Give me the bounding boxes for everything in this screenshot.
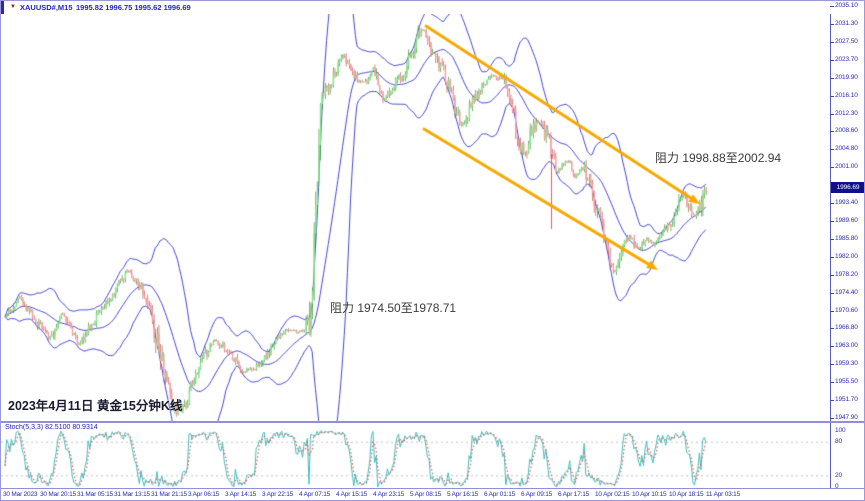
time-axis-label: 30 Mar 20:15 <box>40 491 76 498</box>
price-axis-label: 2008.60 <box>835 127 858 135</box>
time-axis-label: 11 Apr 03:15 <box>706 491 740 498</box>
time-axis-label: 3 Apr 06:15 <box>188 491 220 498</box>
price-axis-tick <box>830 23 834 25</box>
price-axis-label: 1982.00 <box>835 252 858 260</box>
price-axis-label: 1970.60 <box>835 306 858 314</box>
price-axis-tick <box>830 95 834 97</box>
price-axis-label: 1985.80 <box>835 234 858 242</box>
symbol-dropdown-icon[interactable]: ▼ <box>10 4 16 10</box>
price-axis-tick <box>830 131 834 133</box>
price-axis-label: 2001.00 <box>835 162 858 170</box>
resistance-annotation-lower: 阻力 1974.50至1978.71 <box>330 301 457 315</box>
price-axis-label: 2031.30 <box>835 19 858 27</box>
price-axis-label: 2023.70 <box>835 55 858 63</box>
stoch-axis-label: 20 <box>835 471 843 479</box>
main-chart-canvas[interactable] <box>1 14 830 421</box>
time-axis-label: 5 Apr 16:15 <box>447 491 479 498</box>
time-axis-label: 3 Apr 22:15 <box>262 491 294 498</box>
price-axis-tick <box>830 238 834 240</box>
time-axis-label: 31 Mar 13:15 <box>114 491 150 498</box>
price-axis-label: 1978.20 <box>835 270 858 278</box>
price-axis-tick <box>830 399 834 401</box>
price-axis-tick <box>830 59 834 61</box>
pane-separator[interactable] <box>1 421 864 423</box>
time-axis-label: 6 Apr 09:15 <box>521 491 553 498</box>
current-price-tag: 1996.69 <box>831 182 864 193</box>
price-axis-tick <box>830 328 834 330</box>
price-axis-label: 1974.40 <box>835 288 858 296</box>
date-annotation: 2023年4月11日 黄金15分钟K线 <box>8 399 183 413</box>
price-axis-label: 1989.60 <box>835 216 858 224</box>
time-axis-separator <box>1 488 864 489</box>
time-axis-label: 6 Apr 17:15 <box>558 491 590 498</box>
chart-title-ohlc: 1995.82 1996.75 1995.62 1996.69 <box>76 3 191 12</box>
price-axis-label: 2019.90 <box>835 73 858 81</box>
price-axis-tick <box>830 202 834 204</box>
time-axis[interactable]: 30 Mar 2023 30 Mar 20:15 31 Mar 05:15 31 Ma… <box>1 489 864 500</box>
time-axis-label: 31 Mar 21:15 <box>151 491 187 498</box>
price-axis-label: 2035.10 <box>835 1 858 9</box>
price-axis-tick <box>830 292 834 294</box>
price-axis-label: 1959.30 <box>835 359 858 367</box>
price-axis-label: 1963.00 <box>835 342 858 350</box>
price-axis-label: 2012.30 <box>835 109 858 117</box>
time-axis-label: 4 Apr 15:15 <box>336 491 368 498</box>
price-axis-label: 1951.70 <box>835 395 858 403</box>
price-axis-label: 1993.40 <box>835 198 858 206</box>
chart-title-symbol: XAUUSD#,M15 <box>20 3 73 12</box>
chart-title-bar: ▼ XAUUSD#,M15 1995.82 1996.75 1995.62 19… <box>1 1 864 14</box>
time-axis-label: 3 Apr 14:15 <box>225 491 257 498</box>
time-axis-label: 10 Apr 10:15 <box>632 491 667 498</box>
price-axis-tick <box>830 256 834 258</box>
price-axis-tick <box>830 149 834 151</box>
time-axis-label: 4 Apr 23:15 <box>373 491 405 498</box>
price-axis-tick <box>830 113 834 115</box>
time-axis-label: 5 Apr 08:15 <box>410 491 442 498</box>
time-axis-label: 4 Apr 07:15 <box>299 491 331 498</box>
time-axis-label: 10 Apr 18:15 <box>669 491 704 498</box>
stoch-axis-label: 100 <box>835 427 846 434</box>
price-axis-label: 2004.80 <box>835 145 858 153</box>
time-axis-label: 10 Apr 02:15 <box>595 491 630 498</box>
stoch-indicator-label: Stoch(5,3,3) 82.5100 80.9314 <box>5 424 98 431</box>
price-axis-tick <box>830 41 834 43</box>
price-axis-tick <box>830 274 834 276</box>
price-axis-label: 1955.50 <box>835 377 858 385</box>
price-axis-tick <box>830 5 834 7</box>
stoch-axis-label: 0 <box>835 483 839 490</box>
resistance-annotation-upper: 阻力 1998.88至2002.94 <box>655 151 782 165</box>
price-axis-tick <box>830 381 834 383</box>
time-axis-label: 30 Mar 2023 <box>3 491 38 498</box>
price-axis-label: 2027.50 <box>835 37 858 45</box>
price-axis-tick <box>830 310 834 312</box>
price-axis-tick <box>830 220 834 222</box>
price-axis-tick <box>830 363 834 365</box>
price-axis-label: 1947.90 <box>835 413 858 421</box>
stoch-canvas[interactable] <box>1 423 830 488</box>
price-axis-tick <box>830 417 834 419</box>
price-axis-tick <box>830 346 834 348</box>
price-axis-label: 1966.80 <box>835 324 858 332</box>
price-axis-tick <box>830 166 834 168</box>
time-axis-label: 6 Apr 01:15 <box>484 491 516 498</box>
price-axis-label: 2016.10 <box>835 91 858 99</box>
price-axis-tick <box>830 77 834 79</box>
time-axis-label: 31 Mar 05:15 <box>77 491 113 498</box>
stoch-axis-label: 80 <box>835 438 843 446</box>
